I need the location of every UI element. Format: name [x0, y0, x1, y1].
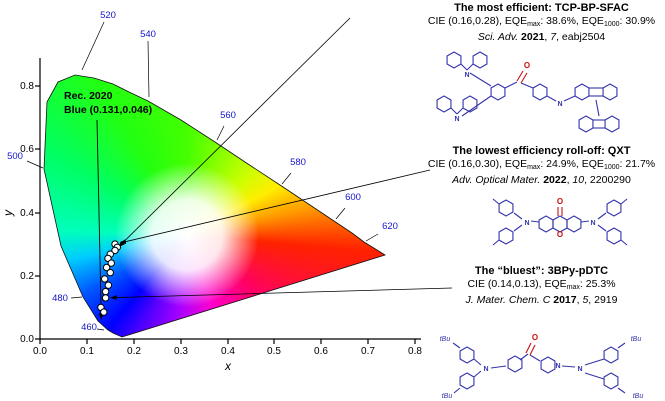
annotation-ref-line: Sci. Adv. 2021, 7, eabj2504 — [477, 31, 606, 43]
wavelength-label-500: 500 — [7, 151, 23, 162]
y-tick-label: 0.6 — [20, 144, 34, 155]
data-point — [101, 275, 109, 283]
annotation-cie-line: CIE (0.16,0.28), EQEmax: 38.6%, EQE1000:… — [427, 15, 656, 28]
annotation-title: The lowest efficiency roll-off: QXT — [452, 145, 631, 157]
n-atom-label: N — [454, 116, 459, 123]
annotation-tcp-bp-sfac: The most efficient: TCP-BP-SFAC CIE (0.1… — [418, 2, 665, 44]
x-tick-label: 0.0 — [33, 346, 47, 357]
annotation-cie-line: CIE (0.16,0.30), EQEmax: 24.9%, EQE1000:… — [427, 158, 656, 171]
rec2020-label-line1: Rec. 2020 — [64, 90, 113, 102]
y-tick-label: 0.4 — [20, 208, 34, 219]
data-point — [101, 287, 110, 296]
tcp-bp-sfac-structure: N N N O — [436, 51, 620, 133]
wavelength-label-580: 580 — [290, 157, 306, 168]
n-atom-label: N — [577, 366, 582, 373]
data-point — [107, 259, 116, 267]
connector-3bpy-pdtc — [110, 287, 453, 301]
y-tick-label: 0.0 — [20, 334, 34, 345]
y-tick-label: 0.2 — [20, 271, 34, 282]
tbu-label: tBu — [440, 336, 451, 343]
x-tick-label: 0.1 — [80, 346, 94, 357]
axes — [35, 58, 421, 344]
data-point — [106, 268, 115, 277]
x-tick-label: 0.3 — [174, 346, 188, 357]
n-atom-label: N — [555, 363, 560, 370]
annotation-ref-line: J. Mater. Chem. C 2017, 5, 2919 — [465, 294, 618, 306]
n-atom-label: N — [483, 366, 488, 373]
tbu-label: tBu — [631, 336, 642, 343]
annotation-title: The most efficient: TCP-BP-SFAC — [454, 2, 629, 14]
connector-qxt — [119, 169, 431, 245]
n-atom-label: N — [590, 220, 595, 227]
3bpy-pdtc-structure: O N N N tBu tBu tBu tBu — [440, 333, 644, 400]
wavelength-ticks — [26, 21, 379, 331]
n-atom-label: N — [557, 101, 562, 108]
annotation-cie-line: CIE (0.14,0.13), EQEmax: 25.3% — [467, 278, 616, 291]
n-atom-label: N — [464, 72, 469, 79]
o-atom-label: O — [532, 333, 538, 342]
wavelength-label-540: 540 — [140, 29, 156, 40]
x-tick-label: 0.4 — [221, 346, 235, 357]
annotation-3bpy-pdtc: The “bluest”: 3BPy-pDTC CIE (0.14,0.13),… — [418, 265, 665, 307]
rec2020-label-line2: Blue (0.131,0.046) — [64, 104, 152, 116]
wavelength-label-620: 620 — [382, 221, 398, 232]
annotation-qxt: The lowest efficiency roll-off: QXT CIE … — [418, 145, 665, 187]
x-tick-label: 0.2 — [127, 346, 141, 357]
o-atom-label: O — [557, 197, 563, 206]
x-axis-label: x — [224, 359, 232, 373]
x-tick-label: 0.6 — [314, 346, 328, 357]
x-tick-label: 0.8 — [408, 346, 422, 357]
spectral-locus-outline — [43, 74, 386, 338]
o-atom-label: O — [557, 230, 563, 239]
wavelength-label-480: 480 — [52, 293, 68, 304]
data-point — [111, 246, 119, 255]
annotation-title: The “bluest”: 3BPy-pDTC — [474, 265, 609, 277]
n-atom-label: N — [524, 220, 529, 227]
data-point — [101, 294, 110, 302]
y-tick-label: 0.8 — [20, 81, 34, 92]
wavelength-label-460: 460 — [81, 322, 97, 333]
wavelength-label-520: 520 — [100, 10, 116, 21]
wavelength-label-600: 600 — [345, 192, 361, 203]
o-atom-label: O — [524, 61, 530, 70]
x-tick-label: 0.7 — [361, 346, 375, 357]
rec2020-arrow — [96, 119, 104, 320]
wavelength-label-560: 560 — [220, 110, 236, 121]
data-point — [100, 308, 108, 316]
data-point — [104, 281, 113, 289]
data-point — [102, 263, 111, 272]
connector-tcp-bp-sfac — [118, 17, 351, 248]
x-tick-label: 0.5 — [267, 346, 281, 357]
y-axis-label: y — [1, 209, 15, 217]
scatter-points — [97, 240, 122, 316]
tbu-label: tBu — [442, 393, 453, 400]
annotation-connectors — [110, 17, 453, 301]
annotation-ref-line: Adv. Optical Mater. 2022, 10, 2200290 — [452, 174, 631, 186]
tbu-label: tBu — [633, 393, 644, 400]
qxt-structure: O O N N — [492, 197, 628, 246]
